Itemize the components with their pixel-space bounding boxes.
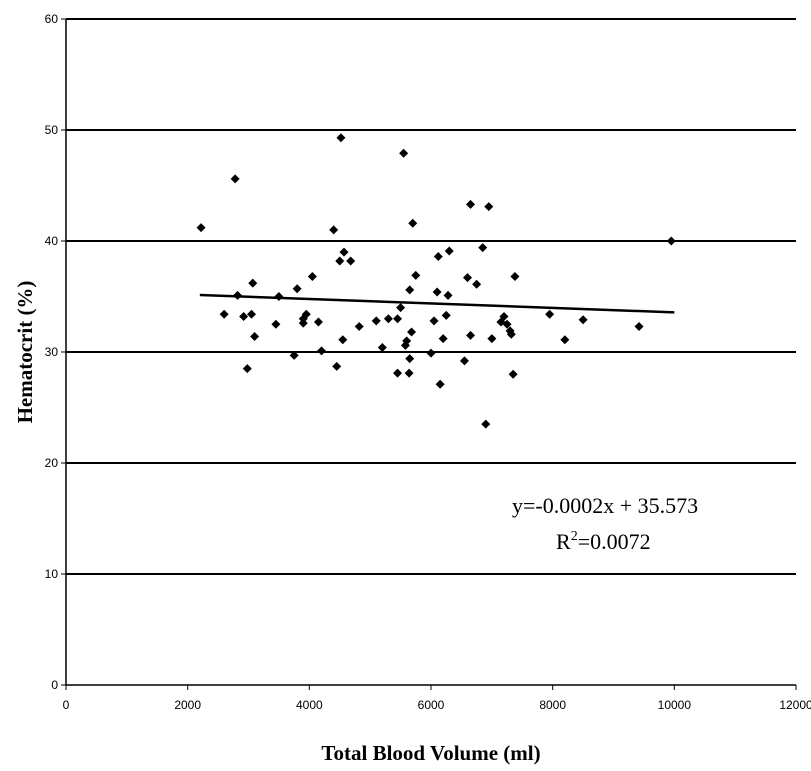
y-axis-title: Hematocrit (%) bbox=[13, 281, 37, 424]
y-tick-label: 20 bbox=[45, 456, 59, 470]
data-point bbox=[383, 314, 393, 324]
data-point bbox=[393, 368, 403, 378]
data-point bbox=[405, 354, 415, 364]
r-squared-label: R2=0.0072 bbox=[556, 529, 651, 554]
data-point bbox=[332, 361, 342, 371]
data-point bbox=[289, 350, 299, 360]
data-point bbox=[271, 319, 281, 329]
data-point bbox=[463, 273, 472, 283]
data-point bbox=[578, 315, 588, 325]
data-point bbox=[502, 319, 512, 329]
x-tick-label: 4000 bbox=[296, 698, 323, 712]
data-point bbox=[472, 279, 482, 289]
data-point bbox=[466, 330, 476, 340]
data-point bbox=[402, 336, 412, 346]
data-point bbox=[407, 327, 417, 337]
gridlines bbox=[66, 18, 796, 575]
data-point bbox=[301, 309, 311, 319]
x-tick-label: 10000 bbox=[658, 698, 692, 712]
data-point bbox=[396, 303, 406, 313]
data-point bbox=[329, 225, 339, 235]
data-point bbox=[196, 223, 206, 233]
data-point bbox=[506, 329, 516, 339]
y-tick-label: 30 bbox=[45, 345, 59, 359]
data-point bbox=[399, 148, 409, 158]
data-point bbox=[441, 310, 451, 320]
data-point bbox=[404, 368, 414, 378]
data-point bbox=[444, 246, 454, 256]
data-point bbox=[484, 202, 494, 212]
r-squared-superscript: 2 bbox=[571, 529, 578, 544]
data-point bbox=[219, 309, 229, 319]
data-point bbox=[487, 334, 497, 344]
data-point bbox=[433, 252, 443, 262]
data-point bbox=[499, 311, 509, 321]
data-point bbox=[466, 199, 476, 209]
data-point bbox=[411, 270, 421, 280]
data-point bbox=[230, 174, 240, 184]
x-tick-label: 12000 bbox=[779, 698, 811, 712]
data-point bbox=[432, 287, 442, 297]
data-points bbox=[196, 133, 676, 429]
data-point bbox=[274, 292, 284, 301]
data-point bbox=[478, 243, 488, 253]
data-point bbox=[545, 309, 555, 319]
data-point bbox=[481, 419, 491, 429]
data-point bbox=[666, 236, 676, 246]
data-point bbox=[239, 311, 249, 321]
x-tick-label: 6000 bbox=[418, 698, 445, 712]
data-point bbox=[560, 335, 570, 345]
data-point bbox=[313, 317, 323, 327]
data-point bbox=[339, 247, 349, 257]
y-tick-label: 0 bbox=[51, 678, 58, 692]
x-tick-label: 0 bbox=[63, 698, 70, 712]
tick-labels: 0 10 20 30 40 50 60 0 2000 4000 6000 8000 10000 12000 bbox=[45, 12, 811, 712]
data-point bbox=[242, 364, 252, 374]
data-point bbox=[317, 346, 326, 356]
y-tick-label: 10 bbox=[45, 567, 59, 581]
y-tick-label: 40 bbox=[45, 234, 59, 248]
data-point bbox=[338, 335, 348, 345]
data-point bbox=[354, 321, 364, 331]
data-point bbox=[393, 314, 403, 324]
regression-equation: y=-0.0002x + 35.573 bbox=[512, 493, 698, 518]
data-point bbox=[371, 316, 381, 326]
data-point bbox=[292, 284, 302, 294]
data-point bbox=[405, 285, 415, 295]
r-squared-r: R bbox=[556, 529, 571, 554]
data-point bbox=[426, 348, 436, 358]
data-point bbox=[429, 316, 439, 326]
y-tick-label: 50 bbox=[45, 123, 59, 137]
data-point bbox=[408, 218, 418, 228]
data-point bbox=[459, 356, 469, 366]
data-point bbox=[508, 369, 518, 379]
data-point bbox=[377, 343, 387, 353]
trendline bbox=[199, 293, 675, 314]
data-point bbox=[438, 334, 448, 344]
data-point bbox=[336, 133, 346, 143]
data-point bbox=[510, 272, 520, 282]
x-tick-label: 2000 bbox=[174, 698, 201, 712]
x-tick-label: 8000 bbox=[539, 698, 566, 712]
data-point bbox=[335, 256, 345, 266]
data-point bbox=[346, 256, 356, 266]
data-point bbox=[435, 379, 445, 389]
data-point bbox=[250, 331, 260, 341]
data-point bbox=[443, 290, 453, 300]
data-point bbox=[634, 321, 644, 331]
x-axis-title: Total Blood Volume (ml) bbox=[321, 741, 540, 765]
data-point bbox=[247, 309, 257, 319]
data-point bbox=[307, 272, 317, 282]
y-tick-label: 60 bbox=[45, 12, 59, 26]
data-point bbox=[298, 318, 308, 328]
data-point bbox=[248, 278, 258, 288]
r-squared-value: =0.0072 bbox=[578, 529, 651, 554]
